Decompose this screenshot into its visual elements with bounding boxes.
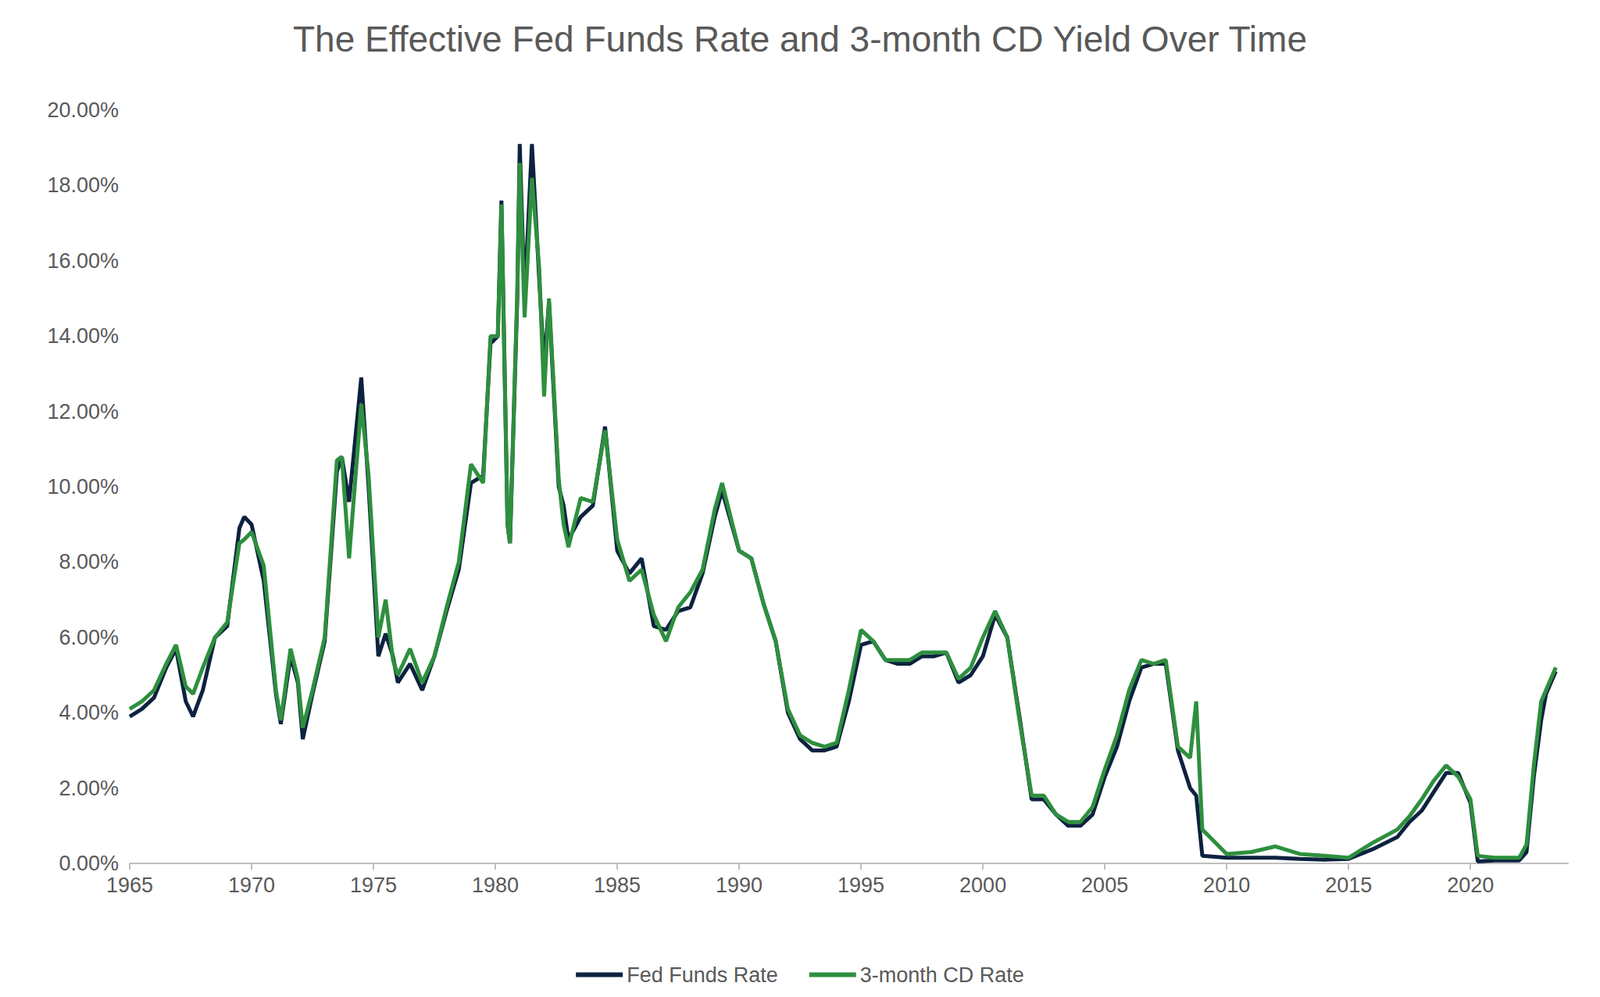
svg-text:1975: 1975 xyxy=(350,873,397,897)
svg-text:2000: 2000 xyxy=(959,873,1007,897)
svg-text:1980: 1980 xyxy=(471,873,519,897)
svg-text:1990: 1990 xyxy=(715,873,763,897)
svg-text:3-month CD Rate: 3-month CD Rate xyxy=(860,963,1025,987)
svg-text:1985: 1985 xyxy=(593,873,641,897)
svg-text:Fed Funds Rate: Fed Funds Rate xyxy=(626,963,779,987)
svg-text:10.00%: 10.00% xyxy=(46,475,119,499)
svg-text:16.00%: 16.00% xyxy=(46,249,119,273)
svg-text:6.00%: 6.00% xyxy=(58,625,119,650)
svg-text:18.00%: 18.00% xyxy=(46,173,119,197)
svg-text:8.00%: 8.00% xyxy=(58,550,119,574)
svg-text:1965: 1965 xyxy=(106,873,154,897)
svg-text:14.00%: 14.00% xyxy=(46,324,119,348)
svg-text:1995: 1995 xyxy=(837,873,885,897)
svg-text:20.00%: 20.00% xyxy=(46,98,119,122)
svg-text:2020: 2020 xyxy=(1446,873,1494,897)
svg-text:2005: 2005 xyxy=(1081,873,1129,897)
svg-text:The Effective Fed Funds Rate a: The Effective Fed Funds Rate and 3-month… xyxy=(292,18,1308,60)
svg-text:2010: 2010 xyxy=(1203,873,1250,897)
svg-text:0.00%: 0.00% xyxy=(58,851,119,875)
svg-text:2015: 2015 xyxy=(1325,873,1372,897)
svg-text:2.00%: 2.00% xyxy=(58,776,119,800)
svg-text:1970: 1970 xyxy=(228,873,275,897)
svg-text:12.00%: 12.00% xyxy=(46,400,119,424)
svg-text:4.00%: 4.00% xyxy=(58,700,119,725)
